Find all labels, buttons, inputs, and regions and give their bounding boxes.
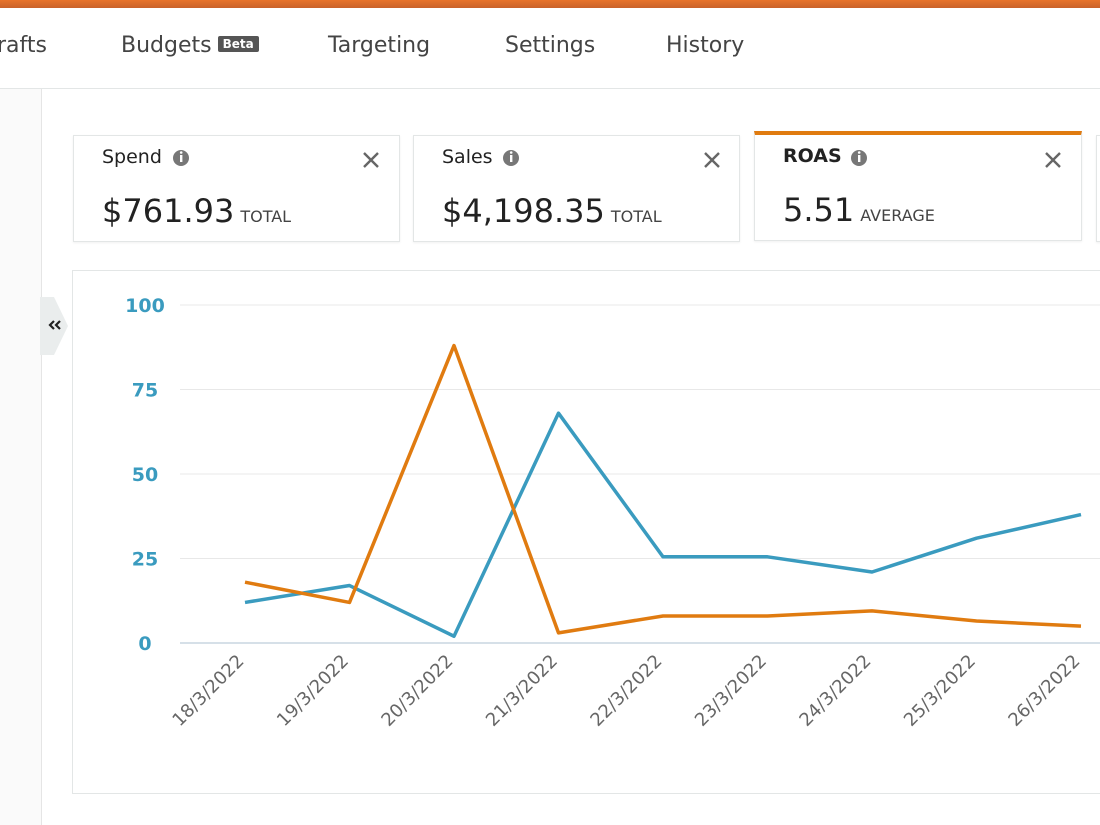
badge: Beta <box>217 36 259 52</box>
x-tick-label: 20/3/2022 <box>377 651 457 731</box>
tab[interactable]: Targeting <box>328 33 431 58</box>
tab[interactable]: Budgets Beta <box>121 33 259 58</box>
y-tick-label: 75 <box>132 380 158 402</box>
chart-panel <box>72 270 1100 794</box>
nav-bar: Drafts Budgets Beta Targeting Settings Hi… <box>0 8 1100 89</box>
tab-label[interactable]: Budgets <box>121 33 212 58</box>
metric-card[interactable]: ROAS 5.51 AVERAGE <box>754 131 1082 241</box>
series-line <box>244 411 1082 638</box>
x-tick-label: 21/3/2022 <box>482 651 562 731</box>
x-tick-label: 24/3/2022 <box>795 651 875 731</box>
sidebar <box>0 89 42 825</box>
x-tick-label: 19/3/2022 <box>273 651 353 731</box>
metric-card[interactable]: Sales $4,198.35 TOTAL <box>413 135 740 242</box>
collapse-icon <box>48 320 61 330</box>
collapse-shape <box>40 297 68 355</box>
x-tick-label: 22/3/2022 <box>586 651 666 731</box>
x-tick-label: 18/3/2022 <box>168 651 248 731</box>
metric-value: $761.93 TOTAL <box>102 192 291 230</box>
metric-card[interactable] <box>1096 135 1100 242</box>
y-tick-label: 0 <box>138 633 151 655</box>
tab[interactable]: History <box>666 33 745 58</box>
tab[interactable]: Settings <box>505 33 596 58</box>
unit: AVERAGE <box>860 206 935 225</box>
top-bar <box>0 0 1100 8</box>
x-tick-label: 23/3/2022 <box>691 651 771 731</box>
series-line <box>244 343 1082 635</box>
y-tick-label: 25 <box>132 549 158 571</box>
unit: TOTAL <box>610 207 662 226</box>
metric-label: Spend <box>102 146 162 168</box>
value: $4,198.35 <box>442 192 605 230</box>
x-tick-label: 26/3/2022 <box>1004 651 1084 731</box>
value: 5.51 <box>783 191 855 229</box>
x-tick-label: 25/3/2022 <box>900 651 980 731</box>
tab[interactable]: Drafts <box>0 33 47 58</box>
metric-label: Sales <box>442 146 493 168</box>
collapse-button[interactable] <box>40 297 68 355</box>
metric-value: $4,198.35 TOTAL <box>442 192 662 230</box>
metric-value: 5.51 AVERAGE <box>783 191 935 229</box>
metric-card[interactable]: Spend $761.93 TOTAL <box>73 135 400 242</box>
unit: TOTAL <box>240 207 292 226</box>
y-tick-label: 50 <box>132 464 158 486</box>
value: $761.93 <box>102 192 235 230</box>
metric-label: ROAS <box>783 145 842 167</box>
y-tick-label: 100 <box>125 295 165 317</box>
